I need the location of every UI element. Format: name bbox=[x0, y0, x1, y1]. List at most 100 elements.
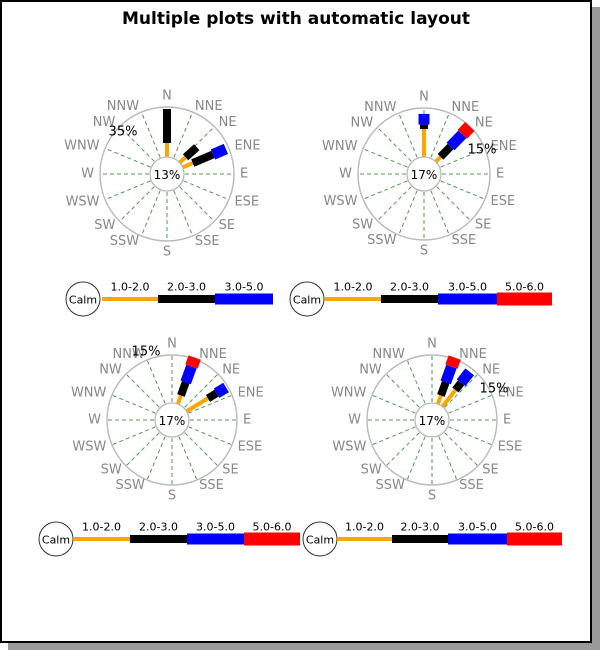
legend-range-label: 2.0-3.0 bbox=[139, 521, 178, 534]
grid-spoke-line bbox=[436, 186, 471, 221]
direction-label-E: E bbox=[240, 167, 248, 182]
direction-label-NW: NW bbox=[359, 362, 382, 377]
rose-outer-circle bbox=[357, 107, 491, 241]
direction-label-SE: SE bbox=[482, 463, 498, 478]
grid-spoke-line bbox=[188, 426, 232, 445]
windrose-spoke-segment bbox=[182, 144, 200, 161]
direction-label-SSW: SSW bbox=[375, 478, 405, 493]
direction-label-E: E bbox=[496, 167, 504, 182]
direction-label-NE: NE bbox=[475, 116, 493, 131]
windrose-spoke-segment bbox=[440, 364, 457, 385]
legend-range-label: 1.0-2.0 bbox=[345, 521, 384, 534]
windrose-spoke-segment bbox=[185, 355, 201, 369]
grid-spoke-line bbox=[377, 186, 412, 221]
legend-range-label: 3.0-5.0 bbox=[196, 521, 235, 534]
grid-spoke-line bbox=[141, 190, 161, 236]
grid-spoke-line bbox=[105, 180, 151, 200]
calm-percentage-label: 13% bbox=[154, 168, 181, 182]
legend-range-label: 3.0-5.0 bbox=[225, 281, 264, 294]
grid-spoke-line bbox=[386, 374, 420, 408]
direction-label-W: W bbox=[348, 413, 361, 428]
windrose-spoke-segment bbox=[437, 381, 450, 397]
direction-label-NE: NE bbox=[482, 362, 500, 377]
direction-label-NW: NW bbox=[93, 115, 116, 130]
direction-label-S: S bbox=[428, 489, 436, 504]
direction-label-WNW: WNW bbox=[331, 385, 367, 400]
direction-label-NNW: NNW bbox=[373, 347, 405, 362]
grid-spoke-line bbox=[173, 190, 193, 236]
legend-range-label: 5.0-6.0 bbox=[253, 521, 292, 534]
grid-spoke-line bbox=[448, 426, 492, 445]
direction-label-SE: SE bbox=[219, 218, 235, 233]
legend-calm-label: Calm bbox=[42, 534, 70, 547]
grid-spoke-line bbox=[147, 436, 166, 480]
direction-label-N: N bbox=[167, 337, 177, 352]
windrose-spoke-segment bbox=[446, 130, 467, 151]
direction-label-NNE: NNE bbox=[452, 100, 480, 115]
legend-calm-label: Calm bbox=[306, 534, 334, 547]
grid-spoke-line bbox=[440, 180, 485, 200]
rose-calm-circle bbox=[406, 156, 442, 192]
legend-range-label: 1.0-2.0 bbox=[111, 281, 150, 294]
direction-label-ESE: ESE bbox=[491, 194, 516, 209]
direction-label-W: W bbox=[88, 413, 101, 428]
direction-label-NE: NE bbox=[222, 362, 240, 377]
direction-label-ENE: ENE bbox=[234, 139, 260, 154]
grid-spoke-line bbox=[372, 395, 416, 414]
windrose-spoke-segment bbox=[178, 155, 187, 165]
grid-spoke-line bbox=[184, 432, 218, 466]
windrose-spoke-segment bbox=[175, 394, 183, 405]
direction-label-SSW: SSW bbox=[115, 478, 145, 493]
legend-range-label: 1.0-2.0 bbox=[82, 521, 121, 534]
direction-label-E: E bbox=[243, 413, 251, 428]
direction-label-ENE: ENE bbox=[498, 385, 524, 400]
scale-percentage-label: 15% bbox=[468, 143, 497, 158]
grid-spoke-line bbox=[407, 360, 426, 404]
grid-spoke-line bbox=[112, 395, 156, 414]
grid-spoke-line bbox=[377, 127, 412, 162]
direction-label-N: N bbox=[427, 337, 437, 352]
windrose-spoke-segment bbox=[191, 150, 215, 167]
grid-spoke-line bbox=[119, 126, 155, 162]
windrose-spoke-segment bbox=[456, 368, 474, 387]
legend-range-label: 2.0-3.0 bbox=[390, 281, 429, 294]
grid-spoke-line bbox=[147, 360, 166, 404]
direction-label-W: W bbox=[81, 167, 94, 182]
direction-label-S: S bbox=[163, 245, 171, 260]
grid-spoke-line bbox=[363, 148, 408, 168]
direction-label-WSW: WSW bbox=[324, 194, 358, 209]
direction-label-WNW: WNW bbox=[64, 139, 100, 154]
windrose-legend: Calm 1.0-2.0 2.0-3.0 3.0-5.0 5.0-6.0 bbox=[38, 521, 300, 557]
windrose-spoke-segment bbox=[435, 394, 443, 405]
grid-spoke-line bbox=[398, 113, 418, 158]
direction-label-SW: SW bbox=[361, 463, 382, 478]
direction-label-NW: NW bbox=[99, 362, 122, 377]
windrose-spoke-segment bbox=[210, 143, 229, 160]
direction-label-SSE: SSE bbox=[195, 234, 220, 249]
direction-label-NNW: NNW bbox=[364, 100, 396, 115]
windrose-spoke-segment bbox=[457, 122, 475, 139]
direction-label-ENE: ENE bbox=[238, 385, 264, 400]
direction-label-E: E bbox=[503, 413, 511, 428]
calm-percentage-label: 17% bbox=[419, 414, 446, 428]
windrose-spoke-segment bbox=[445, 355, 461, 369]
grid-spoke-line bbox=[141, 112, 161, 158]
windrose-spoke-segment bbox=[180, 364, 197, 385]
direction-label-ESE: ESE bbox=[498, 440, 523, 455]
scale-percentage-label: 35% bbox=[109, 125, 138, 140]
direction-label-N: N bbox=[419, 90, 429, 105]
windrose-spoke-segment bbox=[205, 389, 219, 402]
legend-range-label: 3.0-5.0 bbox=[458, 521, 497, 534]
direction-label-N: N bbox=[162, 89, 172, 104]
direction-label-SSE: SSE bbox=[452, 233, 477, 248]
direction-label-NNE: NNE bbox=[459, 347, 487, 362]
direction-label-SE: SE bbox=[222, 463, 238, 478]
windrose-legend: Calm 1.0-2.0 2.0-3.0 3.0-5.0 5.0-6.0 bbox=[302, 521, 562, 557]
grid-spoke-line bbox=[430, 190, 450, 235]
windrose-spoke-segment bbox=[440, 388, 458, 408]
grid-spoke-line bbox=[440, 148, 485, 168]
direction-label-SW: SW bbox=[352, 217, 373, 232]
